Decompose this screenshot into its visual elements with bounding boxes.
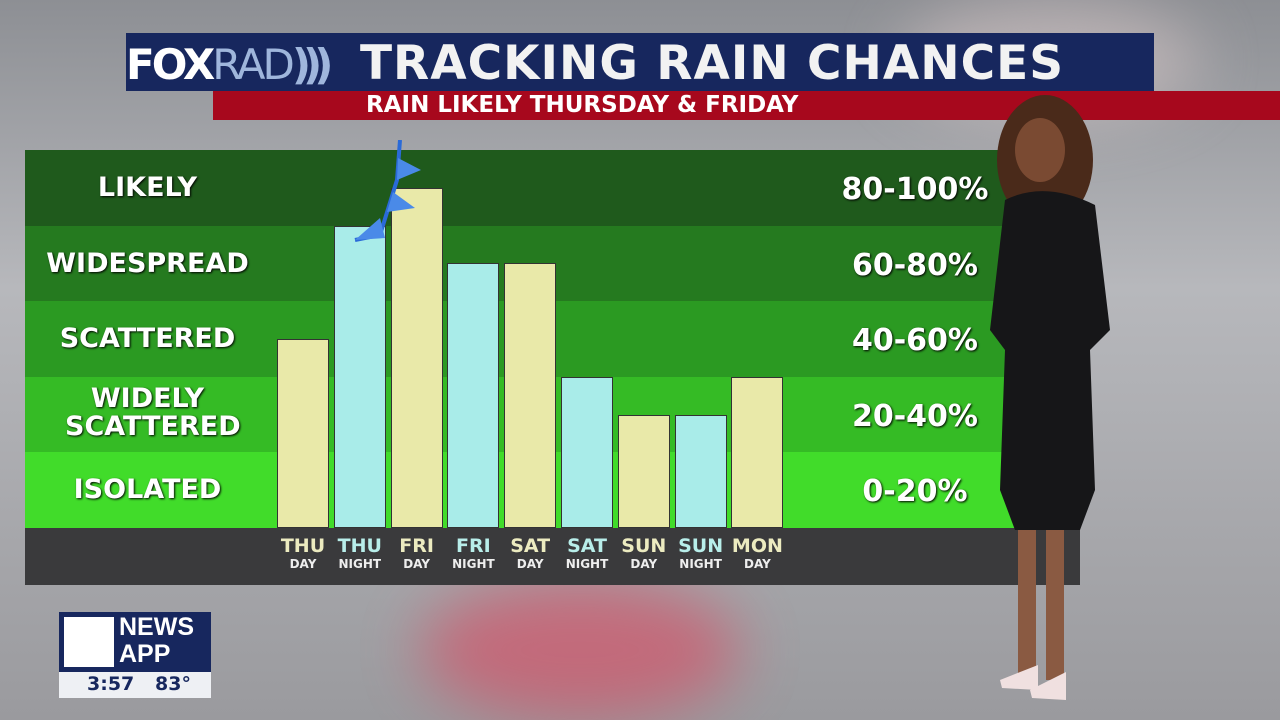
band-range: 80-100% <box>841 172 989 207</box>
band-label: WIDESPREAD <box>46 247 249 279</box>
presenter <box>990 95 1110 700</box>
tick-period: DAY <box>516 557 544 571</box>
logo-fox: FOX <box>126 40 215 89</box>
app-label-app: APP <box>119 640 171 668</box>
tick-day: SAT <box>510 535 551 557</box>
logo-rad: RAD <box>212 40 295 89</box>
band-label: ISOLATED <box>73 474 222 506</box>
bar-fri-night <box>447 263 500 528</box>
bar-sun-night <box>674 414 727 528</box>
header-bar <box>126 33 1154 91</box>
news-app-bug: NEWS APP 3:57 83° <box>59 612 211 698</box>
bar-sat-night <box>561 376 613 528</box>
subtitle: RAIN LIKELY THURSDAY & FRIDAY <box>366 92 799 118</box>
clock-time: 3:57 <box>87 673 135 695</box>
temperature: 83° <box>155 673 191 695</box>
bar-sat-day <box>504 263 557 528</box>
tick-day: THU <box>280 535 326 557</box>
tick-period: NIGHT <box>452 557 495 571</box>
band-label: SCATTERED <box>59 323 236 355</box>
x-tick-label: MON DAY <box>729 535 785 571</box>
band-label: LIKELY <box>97 172 198 203</box>
x-tick-label: THU NIGHT <box>332 535 388 571</box>
tick-period: DAY <box>630 557 658 571</box>
foxrad-logo: FOXRAD))) <box>126 40 333 89</box>
background-blur <box>420 580 740 720</box>
tick-day: FRI <box>399 535 434 557</box>
bar-thu-day <box>277 339 329 528</box>
band-range: 60-80% <box>851 247 978 283</box>
tick-period: DAY <box>743 557 771 571</box>
x-tick-label: FRI DAY <box>389 535 445 571</box>
band-range: 20-40% <box>851 398 978 434</box>
x-tick-label: FRI NIGHT <box>445 535 501 571</box>
x-tick-label: SUN NIGHT <box>673 535 729 571</box>
x-tick-label: SAT DAY <box>502 535 558 571</box>
tick-day: FRI <box>456 535 491 557</box>
page-title: TRACKING RAIN CHANCES <box>360 36 1065 91</box>
bar-thu-night <box>333 225 386 528</box>
time-temp-bar <box>59 672 211 698</box>
band-range: 0-20% <box>862 474 968 510</box>
subtitle-bar <box>213 91 1280 120</box>
bar-fri-day <box>390 187 443 528</box>
tick-period: NIGHT <box>679 557 722 571</box>
rain-chance-chart: LIKELY 80-100% WIDESPREAD 60-80% SCATTERED 40… <box>25 140 1080 585</box>
tick-day: SUN <box>621 535 667 557</box>
band-label: WIDELY SCATTERED <box>65 382 241 442</box>
x-tick-label: SAT NIGHT <box>559 535 615 571</box>
radar-waves-icon: ))) <box>291 40 333 89</box>
app-label-news: NEWS <box>119 613 194 641</box>
tick-period: DAY <box>403 557 430 571</box>
bar-sun-day <box>617 414 670 528</box>
band-widespread: WIDESPREAD 60-80% <box>25 225 1080 302</box>
tick-day: MON <box>731 535 783 557</box>
tick-day: THU <box>337 535 382 557</box>
tick-period: DAY <box>289 557 317 571</box>
band-likely: LIKELY 80-100% <box>25 150 1080 226</box>
x-tick-label: THU DAY <box>275 535 331 571</box>
band-range: 40-60% <box>851 323 978 359</box>
tick-day: SAT <box>567 535 607 557</box>
tick-day: SUN <box>678 535 724 557</box>
tick-period: NIGHT <box>565 557 609 571</box>
cold-front-icon <box>354 140 421 242</box>
qr-code-icon[interactable] <box>64 617 114 667</box>
x-axis <box>25 528 1080 585</box>
bar-mon-day <box>731 376 784 528</box>
x-tick-label: SUN DAY <box>616 535 672 571</box>
tick-period: NIGHT <box>338 557 382 571</box>
